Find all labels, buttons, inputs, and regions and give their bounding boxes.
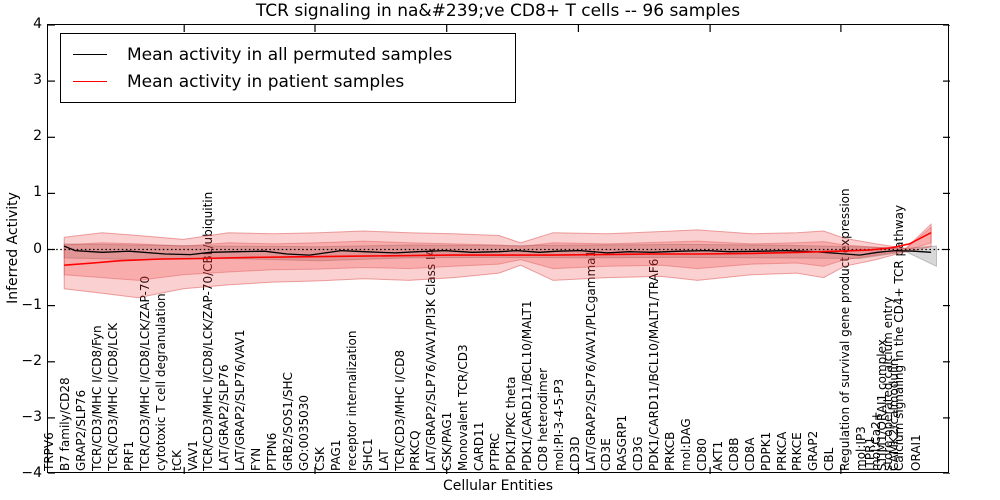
y-tick-label: −4 — [21, 465, 42, 481]
y-tick-label: −2 — [21, 352, 42, 369]
patient-outer-band — [63, 223, 932, 299]
plot-area: TRPV6 B7 family/CD28 GRAP2/SLP76 TCR/CD3/MH… — [42, 24, 950, 474]
legend: Mean activity in all permuted samples Me… — [60, 33, 516, 103]
patient-mean-line — [64, 231, 932, 266]
legend-label-permuted: Mean activity in all permuted samples — [127, 44, 453, 65]
y-tick-label: −3 — [21, 408, 42, 425]
y-tick-label: −1 — [21, 296, 42, 313]
x-axis-label: Cellular Entities — [442, 478, 554, 494]
chart-title: TCR signaling in na&#239;ve CD8+ T cells… — [255, 1, 741, 21]
y-tick-label: 1 — [33, 184, 42, 201]
y-tick-label: 2 — [33, 128, 42, 145]
legend-label-patient: Mean activity in patient samples — [127, 71, 405, 92]
legend-row-patient: Mean activity in patient samples — [73, 68, 515, 95]
permuted-line-sample-icon — [73, 54, 107, 55]
patient-inner-band — [63, 226, 932, 281]
y-tick-label: 0 — [33, 240, 42, 257]
y-tick-label: 3 — [33, 72, 42, 89]
y-tick-label: 4 — [33, 16, 42, 32]
chart-canvas — [48, 25, 950, 474]
legend-row-permuted: Mean activity in all permuted samples — [73, 41, 515, 68]
patient-line-sample-icon — [73, 81, 107, 82]
